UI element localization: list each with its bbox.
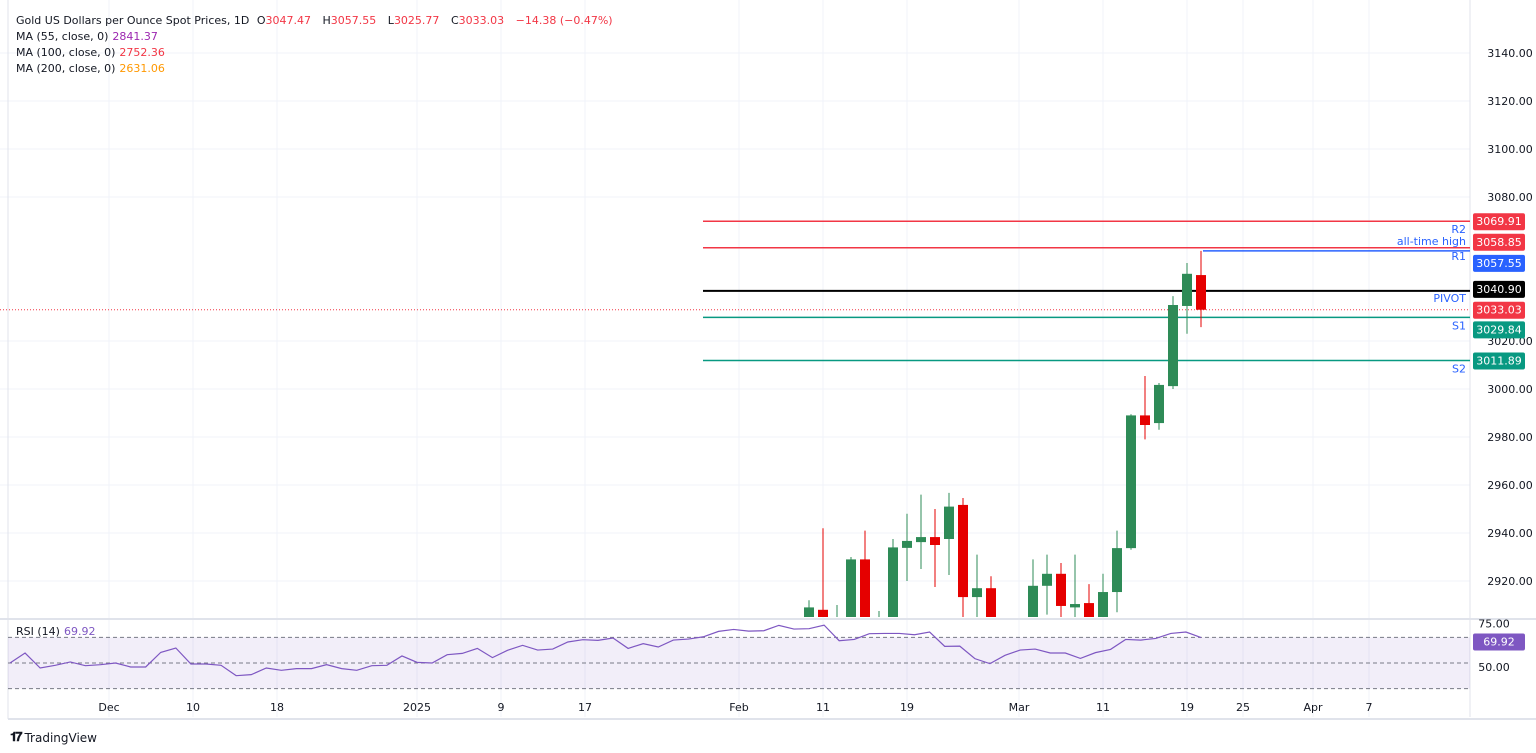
price-tick-label: 3140.00: [1487, 47, 1533, 60]
price-tick-label: 2940.00: [1487, 527, 1533, 540]
time-tick-label: 10: [186, 701, 200, 714]
pivot-badge: [1473, 280, 1525, 298]
candle-body: [888, 547, 898, 617]
candle-body: [944, 506, 954, 539]
time-tick-label: 2025: [403, 701, 431, 714]
price-tick-label: 2920.00: [1487, 575, 1533, 588]
candle-body: [958, 504, 968, 598]
candle-body: [1154, 384, 1164, 424]
time-tick-label: Apr: [1303, 701, 1323, 714]
r1-badge: [1473, 233, 1525, 251]
open-value: 3047.47: [265, 14, 312, 27]
last-price-badge-label: 3033.03: [1476, 304, 1522, 317]
time-tick-label: 17: [578, 701, 592, 714]
ma200-legend[interactable]: MA (200, close, 0) 2631.06: [16, 62, 165, 75]
candle-body: [1084, 603, 1094, 617]
last-price-badge: [1473, 301, 1525, 319]
time-tick-label: 19: [1180, 701, 1194, 714]
candle-body: [1056, 573, 1066, 606]
candle-body: [1028, 585, 1038, 617]
symbol-legend: Gold US Dollars per Ounce Spot Prices, 1…: [16, 14, 613, 27]
candle-body: [1112, 548, 1122, 593]
rsi-value-badge: [1473, 633, 1525, 651]
candle-body: [1182, 273, 1192, 306]
low-value: 3025.77: [393, 14, 440, 27]
rsi-line: [9, 624, 1202, 677]
candle-body: [972, 588, 982, 598]
tradingview-logo[interactable]: 𝟏𝟕 TradingView: [10, 730, 97, 745]
level-name-s1: S1: [1452, 319, 1466, 332]
s1-badge-label: 3029.84: [1476, 323, 1522, 336]
candle-body: [986, 588, 996, 617]
candle-body: [916, 537, 926, 543]
rsi-legend[interactable]: RSI (14) 69.92: [16, 625, 96, 638]
ma55-legend[interactable]: MA (55, close, 0) 2841.37: [16, 30, 158, 43]
time-tick-label: 11: [1096, 701, 1110, 714]
level-name-all-time-high: all-time high: [1397, 235, 1466, 248]
r1-badge-label: 3058.85: [1476, 236, 1522, 249]
candle-body: [1168, 305, 1178, 387]
all-time-high-badge-label: 3057.55: [1476, 257, 1522, 270]
high-value: 3057.55: [330, 14, 377, 27]
time-tick-label: 18: [270, 701, 284, 714]
r2-badge-label: 3069.91: [1476, 215, 1522, 228]
time-tick-label: 7: [1366, 701, 1373, 714]
candle-body: [818, 609, 828, 617]
candles-layer: [0, 220, 1470, 617]
time-tick-label: Dec: [98, 701, 119, 714]
price-tick-label: 3000.00: [1487, 383, 1533, 396]
time-tick-label: 11: [816, 701, 830, 714]
price-tick-label: 2960.00: [1487, 479, 1533, 492]
price-tick-label: 2980.00: [1487, 431, 1533, 444]
rsi-value-badge-label: 69.92: [1483, 636, 1515, 649]
s1-badge: [1473, 321, 1525, 339]
candle-body: [1070, 604, 1080, 608]
time-tick-label: 19: [900, 701, 914, 714]
candle-body: [1126, 415, 1136, 549]
candle-body: [860, 559, 870, 617]
candle-body: [902, 540, 912, 548]
time-tick-label: Feb: [729, 701, 748, 714]
candle-body: [846, 559, 856, 617]
time-tick-label: 9: [498, 701, 505, 714]
tradingview-logo-icon: 𝟏𝟕: [10, 730, 23, 745]
candle-body: [804, 607, 814, 617]
candle-body: [1042, 573, 1052, 586]
level-name-r2: R2: [1451, 223, 1466, 236]
pivot-badge-label: 3040.90: [1476, 283, 1522, 296]
candle-body: [1196, 275, 1206, 310]
close-value: 3033.03: [458, 14, 505, 27]
level-name-r1: R1: [1451, 250, 1466, 263]
candle-body: [1098, 592, 1108, 617]
ma100-legend[interactable]: MA (100, close, 0) 2752.36: [16, 46, 165, 59]
change-value: −14.38 (−0.47%): [515, 14, 613, 27]
symbol-title: Gold US Dollars per Ounce Spot Prices, 1…: [16, 14, 250, 27]
all-time-high-badge: [1473, 254, 1525, 272]
level-name-pivot: PIVOT: [1433, 292, 1466, 305]
s2-badge-label: 3011.89: [1476, 354, 1522, 367]
time-tick-label: 25: [1236, 701, 1250, 714]
level-name-s2: S2: [1452, 362, 1466, 375]
price-tick-label: 3080.00: [1487, 191, 1533, 204]
rsi-tick-label: 50.00: [1478, 661, 1510, 674]
time-tick-label: Mar: [1009, 701, 1030, 714]
candle-body: [930, 537, 940, 545]
price-tick-label: 3100.00: [1487, 143, 1533, 156]
r2-badge: [1473, 213, 1525, 231]
price-tick-label: 3120.00: [1487, 95, 1533, 108]
candle-body: [1140, 415, 1150, 425]
rsi-tick-label: 75.00: [1478, 617, 1510, 630]
s2-badge: [1473, 352, 1525, 370]
